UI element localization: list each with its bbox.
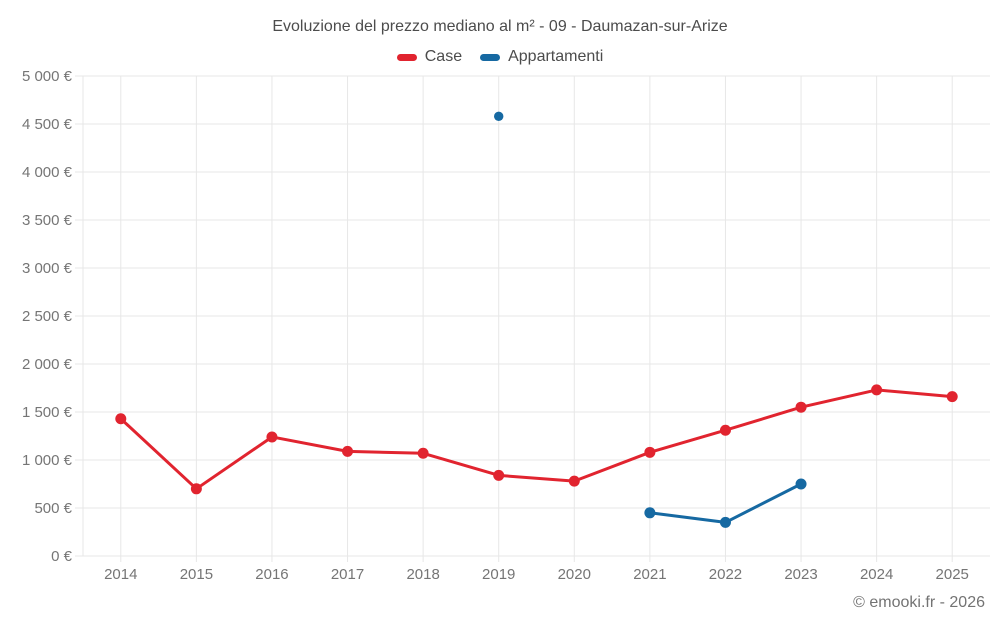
svg-text:0 €: 0 € (51, 548, 73, 565)
svg-text:2023: 2023 (784, 566, 817, 583)
svg-text:1 000 €: 1 000 € (22, 452, 73, 469)
svg-text:2022: 2022 (709, 566, 742, 583)
svg-text:1 500 €: 1 500 € (22, 404, 73, 421)
svg-text:2018: 2018 (406, 566, 439, 583)
svg-text:500 €: 500 € (34, 500, 72, 517)
svg-text:5 000 €: 5 000 € (22, 68, 73, 85)
legend: Case Appartamenti (0, 45, 1000, 69)
svg-text:2015: 2015 (180, 566, 213, 583)
svg-text:2 000 €: 2 000 € (22, 356, 73, 373)
svg-text:2020: 2020 (558, 566, 591, 583)
svg-text:3 000 €: 3 000 € (22, 260, 73, 277)
svg-text:4 500 €: 4 500 € (22, 116, 73, 133)
legend-item-case[interactable]: Case (396, 48, 463, 66)
chart-title: Evoluzione del prezzo mediano al m² - 09… (272, 18, 728, 35)
svg-text:2 500 €: 2 500 € (22, 308, 73, 325)
copyright-text: © emooki.fr - 2026 (853, 594, 985, 611)
case-series-swatch-icon (396, 53, 417, 61)
svg-text:2024: 2024 (860, 566, 893, 583)
svg-text:2025: 2025 (936, 566, 969, 583)
svg-text:3 500 €: 3 500 € (22, 212, 73, 229)
legend-label-appartamenti: Appartamenti (508, 48, 604, 65)
svg-text:2014: 2014 (104, 566, 137, 583)
svg-text:2019: 2019 (482, 566, 515, 583)
svg-text:4 000 €: 4 000 € (22, 164, 73, 181)
appartamenti-series-swatch-icon (480, 53, 501, 61)
svg-text:2017: 2017 (331, 566, 364, 583)
svg-text:2016: 2016 (255, 566, 288, 583)
legend-item-appartamenti[interactable]: Appartamenti (480, 48, 603, 66)
legend-label-case: Case (424, 48, 463, 65)
svg-text:2021: 2021 (633, 566, 666, 583)
